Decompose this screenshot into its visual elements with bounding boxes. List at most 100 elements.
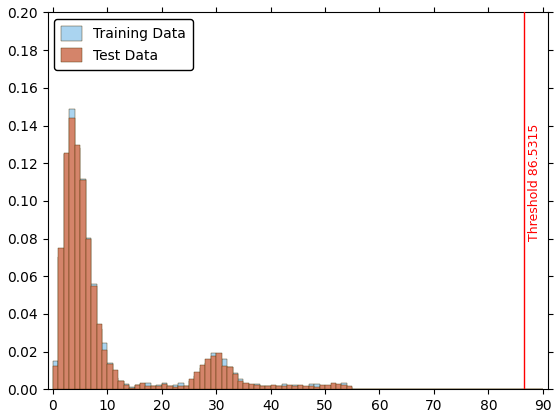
Bar: [118, 381, 124, 389]
Bar: [232, 373, 238, 389]
Bar: [113, 378, 118, 389]
Bar: [129, 388, 134, 389]
Bar: [342, 385, 347, 389]
Bar: [287, 385, 292, 389]
Bar: [309, 384, 314, 389]
Bar: [292, 385, 298, 389]
Bar: [140, 383, 146, 389]
Bar: [249, 386, 254, 389]
Bar: [260, 386, 265, 389]
Bar: [270, 385, 276, 389]
Bar: [330, 383, 336, 389]
Bar: [91, 284, 96, 389]
Bar: [124, 385, 129, 389]
Bar: [91, 286, 96, 389]
Bar: [238, 381, 244, 389]
Bar: [156, 385, 162, 389]
Bar: [216, 360, 222, 389]
Bar: [304, 386, 309, 389]
Bar: [314, 387, 320, 389]
Bar: [108, 363, 113, 389]
Bar: [64, 153, 69, 389]
Bar: [151, 386, 156, 389]
Bar: [146, 383, 151, 389]
Bar: [86, 239, 91, 389]
Bar: [172, 385, 178, 389]
Bar: [320, 386, 325, 389]
Bar: [162, 384, 167, 389]
Bar: [146, 386, 151, 389]
Bar: [304, 387, 309, 389]
Bar: [194, 373, 200, 389]
Bar: [325, 386, 330, 389]
Bar: [282, 386, 287, 389]
Bar: [270, 386, 276, 389]
Bar: [336, 384, 342, 389]
Bar: [206, 363, 211, 389]
Bar: [134, 385, 140, 389]
Bar: [58, 257, 64, 389]
Bar: [314, 384, 320, 389]
Bar: [69, 118, 74, 389]
Bar: [276, 386, 282, 389]
Bar: [162, 383, 167, 389]
Bar: [140, 384, 146, 389]
Bar: [194, 376, 200, 389]
Bar: [184, 386, 189, 389]
Bar: [184, 386, 189, 389]
Bar: [254, 384, 260, 389]
Bar: [206, 359, 211, 389]
Legend: Training Data, Test Data: Training Data, Test Data: [54, 19, 193, 70]
Bar: [211, 353, 216, 389]
Bar: [74, 144, 80, 389]
Bar: [292, 386, 298, 389]
Bar: [211, 357, 216, 389]
Bar: [167, 386, 172, 389]
Bar: [64, 154, 69, 389]
Bar: [265, 386, 270, 389]
Bar: [189, 381, 194, 389]
Bar: [347, 386, 352, 389]
Bar: [227, 367, 232, 389]
Bar: [69, 109, 74, 389]
Bar: [134, 385, 140, 389]
Bar: [238, 379, 244, 389]
Bar: [200, 368, 206, 389]
Bar: [298, 386, 304, 389]
Bar: [222, 360, 227, 389]
Bar: [129, 387, 134, 389]
Bar: [244, 385, 249, 389]
Bar: [74, 148, 80, 389]
Bar: [336, 386, 342, 389]
Bar: [320, 385, 325, 389]
Bar: [260, 386, 265, 389]
Bar: [265, 386, 270, 389]
Bar: [227, 367, 232, 389]
Bar: [244, 383, 249, 389]
Bar: [102, 350, 108, 389]
Bar: [102, 343, 108, 389]
Bar: [58, 248, 64, 389]
Bar: [222, 365, 227, 389]
Bar: [287, 386, 292, 389]
Bar: [124, 384, 129, 389]
Bar: [156, 386, 162, 389]
Bar: [167, 386, 172, 389]
Bar: [330, 386, 336, 389]
Bar: [325, 385, 330, 389]
Bar: [232, 374, 238, 389]
Bar: [216, 353, 222, 389]
Bar: [347, 387, 352, 389]
Bar: [96, 324, 102, 389]
Bar: [178, 386, 184, 389]
Bar: [96, 329, 102, 389]
Bar: [53, 361, 58, 389]
Bar: [80, 179, 86, 389]
Bar: [53, 366, 58, 389]
Bar: [254, 385, 260, 389]
Bar: [118, 381, 124, 389]
Bar: [282, 384, 287, 389]
Bar: [80, 180, 86, 389]
Bar: [249, 383, 254, 389]
Bar: [309, 386, 314, 389]
